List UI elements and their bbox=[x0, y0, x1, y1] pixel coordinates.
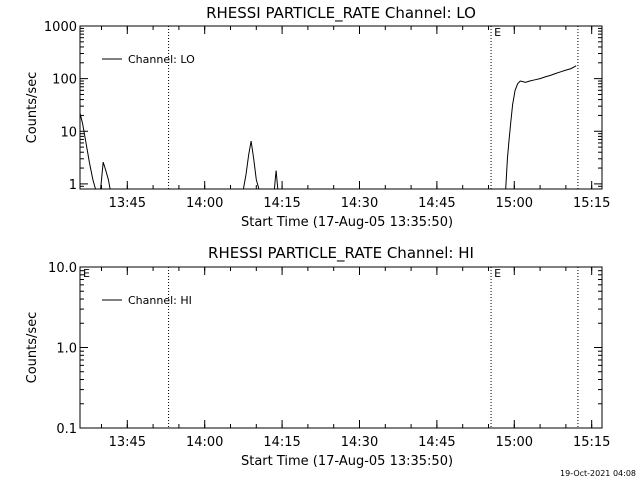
x-tick-label: 14:00 bbox=[186, 435, 223, 450]
plot-frame bbox=[79, 266, 603, 429]
print-timestamp: 19-Oct-2021 04:08 bbox=[560, 469, 636, 478]
y-tick-label: 10 bbox=[60, 125, 77, 140]
series-line-segment bbox=[242, 141, 260, 190]
x-tick-label: 14:15 bbox=[263, 435, 300, 450]
marker-label: E bbox=[494, 26, 501, 39]
y-tick-label: 1 bbox=[69, 178, 77, 193]
series-line-segment bbox=[79, 113, 96, 190]
x-tick-label: 15:00 bbox=[496, 196, 533, 211]
x-axis-label: Start Time (17-Aug-05 13:35:50) bbox=[241, 454, 453, 469]
y-tick-label: 100 bbox=[52, 73, 77, 88]
x-axis-label: Start Time (17-Aug-05 13:35:50) bbox=[241, 215, 453, 230]
series-line-segment bbox=[273, 170, 279, 190]
y-axis-label: Counts/sec bbox=[25, 312, 40, 384]
x-tick-label: 14:45 bbox=[418, 435, 455, 450]
marker-label: E bbox=[494, 267, 501, 280]
marker-label: E bbox=[83, 267, 90, 280]
y-tick-label: 1000 bbox=[44, 20, 77, 35]
series-line-segment bbox=[505, 65, 577, 190]
x-tick-label: 14:15 bbox=[263, 196, 300, 211]
chart-title: RHESSI PARTICLE_RATE Channel: LO bbox=[206, 4, 476, 23]
series-line-segment bbox=[100, 161, 111, 190]
y-tick-label: 1.0 bbox=[56, 342, 77, 357]
plot-frame bbox=[79, 25, 603, 190]
x-tick-label: 13:45 bbox=[109, 435, 146, 450]
x-tick-label: 14:00 bbox=[186, 196, 223, 211]
x-tick-label: 14:45 bbox=[418, 196, 455, 211]
y-tick-label: 0.1 bbox=[56, 422, 77, 437]
chart-title: RHESSI PARTICLE_RATE Channel: HI bbox=[208, 244, 474, 263]
x-tick-label: 13:45 bbox=[109, 196, 146, 211]
x-tick-label: 14:30 bbox=[341, 196, 378, 211]
x-tick-label: 14:30 bbox=[341, 435, 378, 450]
x-tick-label: 15:15 bbox=[573, 196, 610, 211]
x-tick-label: 15:00 bbox=[496, 435, 533, 450]
x-tick-label: 15:15 bbox=[573, 435, 610, 450]
legend-label: Channel: LO bbox=[128, 53, 195, 66]
y-axis-label: Counts/sec bbox=[25, 72, 40, 144]
panel-channel-hi: RHESSI PARTICLE_RATE Channel: HI Start Ti… bbox=[25, 244, 610, 469]
y-tick-label: 10.0 bbox=[48, 261, 77, 276]
legend-label: Channel: HI bbox=[128, 294, 192, 307]
panel-channel-lo: RHESSI PARTICLE_RATE Channel: LO Start Ti… bbox=[25, 4, 610, 230]
